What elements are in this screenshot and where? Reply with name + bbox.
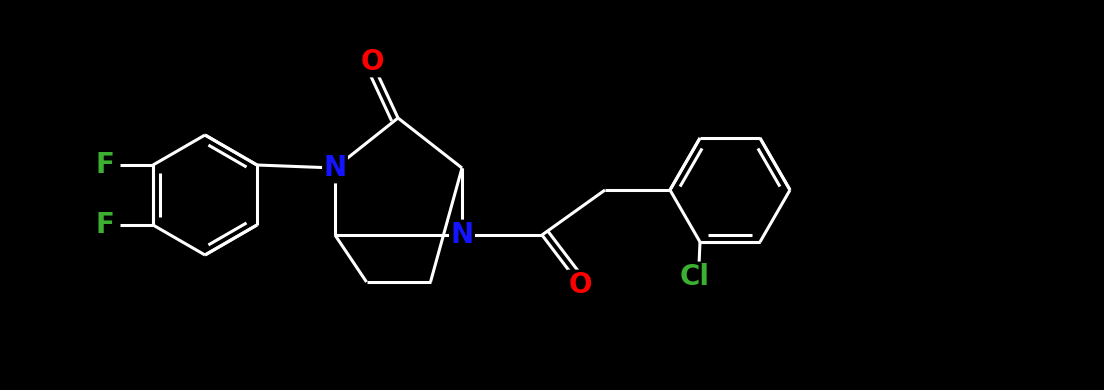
Text: F: F: [96, 151, 115, 179]
Text: O: O: [569, 271, 592, 299]
Text: N: N: [323, 154, 347, 182]
Text: F: F: [96, 211, 115, 239]
Text: O: O: [360, 48, 384, 76]
Text: N: N: [450, 221, 474, 249]
Text: Cl: Cl: [680, 263, 710, 291]
